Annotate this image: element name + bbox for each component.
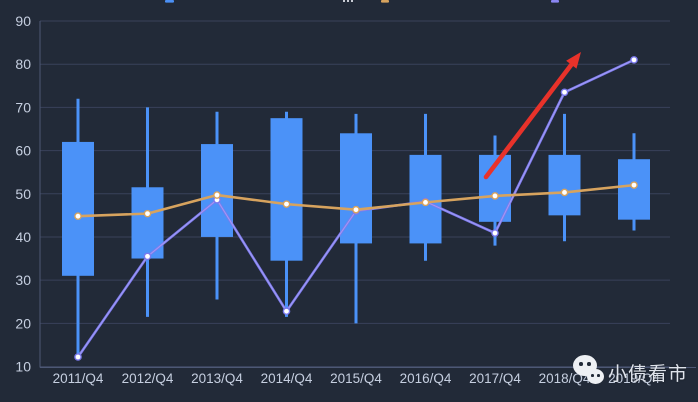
x-tick-label: 2014/Q4 xyxy=(261,371,313,386)
data-point xyxy=(630,181,638,189)
legend-fragment xyxy=(343,0,345,2)
x-tick-label: 2013/Q4 xyxy=(191,371,243,386)
data-point xyxy=(143,252,152,261)
box-2019/Q4 xyxy=(618,159,650,220)
box-2011/Q4 xyxy=(62,141,94,276)
box-2014/Q4 xyxy=(270,118,303,261)
data-point xyxy=(282,200,291,208)
data-point xyxy=(74,353,82,361)
data-point xyxy=(352,205,360,214)
x-axis-labels: 2011/Q4 2012/Q4 2013/Q4 2014/Q4 2015/Q4 2016/… xyxy=(53,371,661,386)
y-tick-label: 30 xyxy=(15,272,31,288)
legend-fragment xyxy=(351,0,353,2)
data-point xyxy=(143,209,152,218)
y-tick-label: 60 xyxy=(15,143,31,159)
data-point xyxy=(213,191,221,199)
x-tick-label: 2015/Q4 xyxy=(330,371,382,386)
legend-fragment xyxy=(381,0,389,3)
legend-fragment xyxy=(551,0,559,3)
x-tick-label: 2019/Q4 xyxy=(608,371,660,386)
data-point xyxy=(421,198,430,207)
data-point xyxy=(491,229,499,237)
range-box-series xyxy=(62,98,650,358)
y-tick-label: 40 xyxy=(15,229,31,245)
legend-fragment xyxy=(347,0,349,2)
data-point xyxy=(74,212,82,221)
y-tick-label: 70 xyxy=(15,99,31,115)
y-tick-label: 50 xyxy=(15,186,31,202)
data-point xyxy=(491,192,499,200)
y-axis-labels: 10 20 30 40 50 60 70 80 90 xyxy=(15,13,31,375)
x-tick-label: 2018/Q4 xyxy=(539,371,591,386)
trend-arrow xyxy=(483,52,581,180)
data-point xyxy=(560,188,569,197)
x-tick-label: 2011/Q4 xyxy=(53,371,104,386)
orange-mid-line-series xyxy=(74,181,638,221)
y-tick-label: 80 xyxy=(15,56,31,72)
y-tick-label: 10 xyxy=(15,359,31,375)
box-2018/Q4 xyxy=(548,154,581,216)
box-2013/Q4 xyxy=(201,144,233,237)
data-point xyxy=(560,88,569,97)
y-tick-label: 90 xyxy=(15,13,31,29)
legend-fragments-cropped xyxy=(165,0,559,3)
x-tick-label: 2012/Q4 xyxy=(122,371,174,386)
x-tick-label: 2016/Q4 xyxy=(400,371,452,386)
data-point xyxy=(282,307,291,316)
data-point xyxy=(630,56,638,64)
legend-fragment xyxy=(165,0,174,3)
x-tick-label: 2017/Q4 xyxy=(469,371,521,386)
y-tick-label: 20 xyxy=(15,315,31,331)
